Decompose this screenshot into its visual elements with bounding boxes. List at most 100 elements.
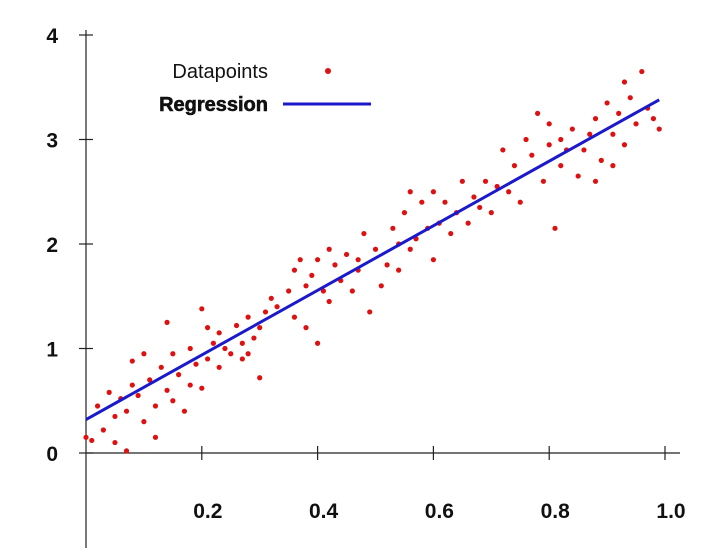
datapoint (170, 351, 176, 357)
datapoint (216, 364, 222, 370)
datapoint (83, 434, 89, 440)
datapoint (349, 288, 355, 294)
datapoint (199, 306, 205, 312)
datapoint (129, 382, 135, 388)
datapoint (187, 345, 193, 352)
datapoint (123, 408, 130, 414)
datapoint (164, 387, 170, 393)
datapoint (592, 178, 599, 184)
datapoint (390, 225, 396, 231)
datapoint (592, 116, 599, 122)
legend-label-regression: Regression (159, 94, 268, 116)
datapoint (216, 330, 222, 336)
datapoint (291, 314, 298, 320)
datapoint (193, 361, 199, 367)
datapoint (396, 267, 402, 273)
datapoint (616, 110, 622, 116)
datapoint (448, 230, 454, 237)
datapoint (610, 163, 616, 169)
datapoint (604, 100, 610, 106)
regression-line (85, 98, 660, 421)
datapoint (297, 257, 303, 263)
datapoint (384, 262, 390, 268)
datapoint (291, 267, 298, 273)
datapoint (471, 194, 477, 200)
datapoint (315, 257, 321, 263)
datapoint (239, 356, 245, 362)
datapoint (303, 325, 309, 331)
x-tick-label: 0.8 (541, 500, 571, 523)
datapoint (575, 173, 581, 179)
datapoint (407, 189, 413, 195)
datapoint (141, 419, 147, 425)
datapoint (141, 351, 147, 357)
datapoint (639, 68, 645, 75)
datapoint (465, 220, 471, 226)
datapoint (89, 437, 95, 444)
tick-labels: 0.2 0.4 0.6 0.8 1.0 0 1 2 3 4 (46, 25, 685, 523)
datapoint (621, 79, 628, 85)
x-tick-label: 1.0 (656, 500, 685, 523)
datapoint (535, 110, 541, 116)
datapoint (650, 116, 657, 122)
datapoint (511, 163, 518, 169)
axes (85, 30, 680, 548)
x-tick-label: 0.4 (309, 500, 339, 523)
y-tick-label: 0 (46, 443, 58, 466)
datapoint (199, 385, 205, 391)
datapoint (459, 178, 465, 184)
datapoint (245, 314, 251, 320)
x-tick-label: 0.6 (425, 500, 454, 523)
x-tick-label: 0.2 (193, 500, 222, 523)
datapoint (529, 152, 535, 158)
datapoints-series (83, 68, 662, 454)
datapoint (257, 375, 263, 381)
datapoint (187, 382, 193, 388)
datapoint (598, 157, 604, 163)
datapoint (506, 189, 512, 195)
datapoint (378, 283, 384, 289)
datapoint (372, 246, 379, 252)
datapoint (222, 345, 228, 352)
datapoint (343, 251, 350, 258)
datapoint (315, 340, 321, 346)
datapoint (100, 427, 106, 433)
y-tick-label: 2 (46, 234, 58, 257)
datapoint (233, 322, 240, 329)
datapoint (552, 225, 558, 231)
datapoint (274, 304, 280, 310)
datapoint (442, 199, 448, 205)
datapoint (587, 131, 593, 137)
datapoint (621, 142, 628, 148)
datapoint (135, 392, 141, 399)
datapoint (546, 121, 552, 127)
datapoint (517, 199, 523, 205)
datapoint (627, 95, 633, 101)
datapoint (239, 340, 245, 346)
datapoint (430, 257, 436, 263)
datapoint (112, 439, 118, 446)
datapoint (257, 325, 263, 331)
datapoint (303, 283, 309, 289)
datapoint (633, 121, 639, 127)
datapoint (326, 298, 332, 305)
datapoint (332, 262, 338, 268)
datapoint (147, 377, 153, 383)
datapoint (210, 340, 216, 346)
datapoint (488, 210, 494, 216)
datapoint (129, 358, 135, 364)
datapoint (558, 136, 564, 143)
datapoint (540, 178, 547, 184)
datapoint (656, 126, 662, 132)
datapoint (245, 351, 251, 357)
y-tick-label: 4 (46, 25, 58, 48)
datapoint (500, 147, 506, 153)
datapoint (546, 142, 552, 148)
datapoint (610, 131, 616, 137)
regression-series (85, 98, 660, 421)
datapoint (326, 246, 332, 252)
datapoint (558, 163, 564, 169)
datapoint (320, 288, 326, 294)
datapoint (523, 136, 529, 143)
